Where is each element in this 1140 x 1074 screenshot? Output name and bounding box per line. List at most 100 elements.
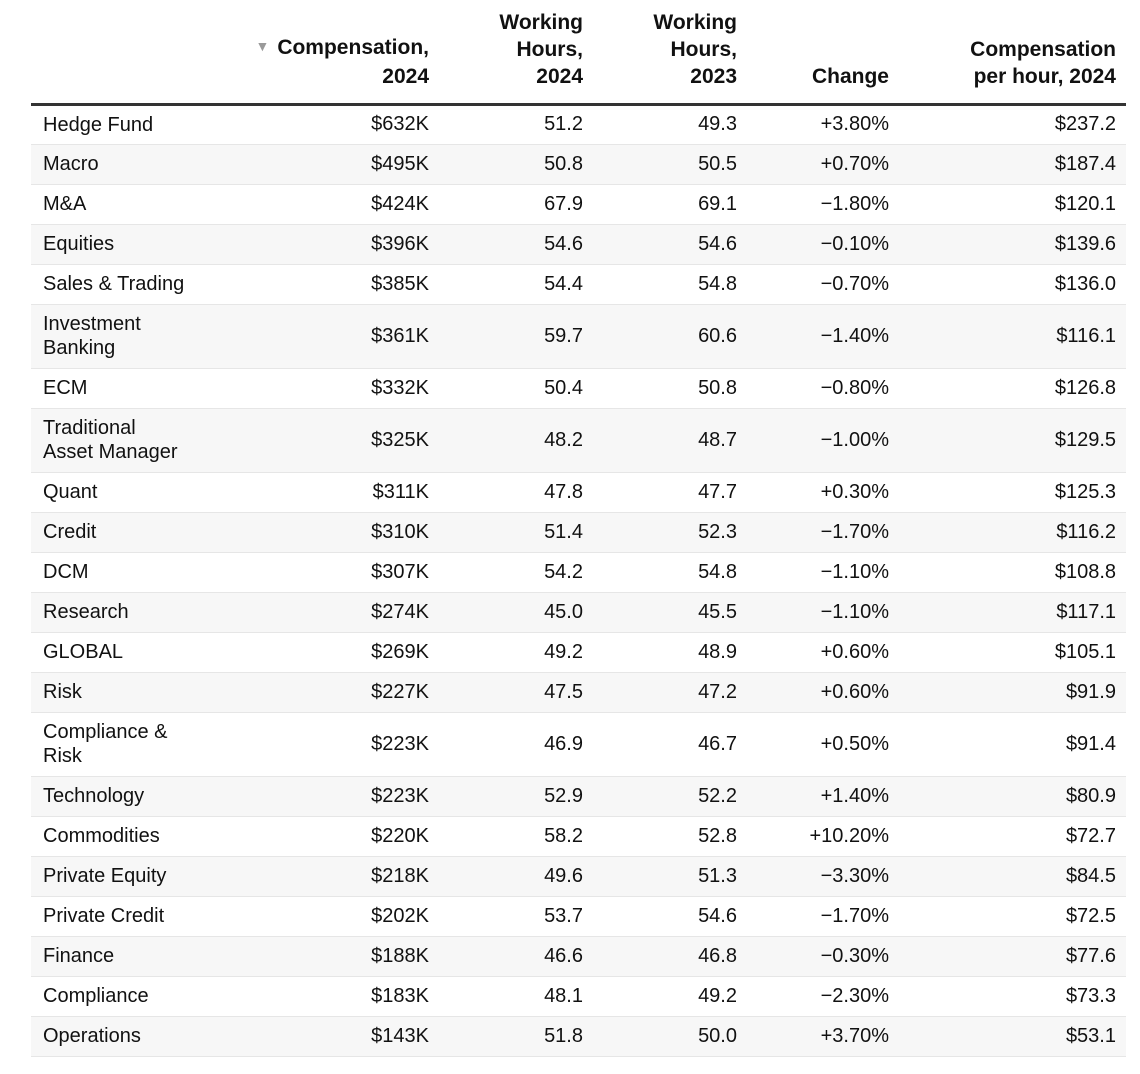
header-working-hours-2024[interactable]: Working Hours, 2024 — [439, 0, 593, 106]
sort-descending-icon[interactable]: ▼ — [255, 37, 270, 54]
compensation-per-hour-cell: $139.6 — [899, 224, 1126, 265]
role-name-line: Asset Manager — [43, 441, 178, 463]
role-name-cell: GLOBAL — [31, 632, 231, 673]
role-name-cell: Private Equity — [31, 856, 231, 897]
hours-2023-cell: 48.9 — [593, 632, 747, 673]
role-name-cell: Technology — [31, 776, 231, 817]
hours-2023-cell: 52.8 — [593, 816, 747, 857]
role-name-cell: Traditional Asset Manager — [31, 408, 231, 473]
change-cell: −2.30% — [747, 976, 899, 1017]
compensation-cell: $495K — [231, 144, 439, 185]
change-cell: −1.70% — [747, 896, 899, 937]
hours-2023-cell: 46.7 — [593, 712, 747, 777]
change-cell: +0.60% — [747, 632, 899, 673]
hours-2023-cell: 47.2 — [593, 672, 747, 713]
hours-2024-cell: 54.4 — [439, 264, 593, 305]
header-line: 2023 — [690, 64, 737, 88]
compensation-cell: $269K — [231, 632, 439, 673]
compensation-per-hour-cell: $91.9 — [899, 672, 1126, 713]
header-line: Compensation, — [277, 35, 429, 59]
hours-2024-cell: 47.8 — [439, 472, 593, 513]
table-row: M&A $424K 67.9 69.1 −1.80% $120.1 — [31, 184, 1126, 225]
compensation-cell: $183K — [231, 976, 439, 1017]
role-name-line: Risk — [43, 745, 82, 767]
compensation-per-hour-cell: $105.1 — [899, 632, 1126, 673]
table-row: Private Credit $202K 53.7 54.6 −1.70% $72.5 — [31, 896, 1126, 937]
compensation-cell: $424K — [231, 184, 439, 225]
role-name-cell: Finance — [31, 936, 231, 977]
hours-2023-cell: 51.3 — [593, 856, 747, 897]
hours-2023-cell: 52.3 — [593, 512, 747, 553]
compensation-table-container: ▼ Compensation, 2024 Working Hours, 2024 … — [31, 0, 1126, 1057]
table-row: Commodities $220K 58.2 52.8 +10.20% $72.7 — [31, 816, 1126, 857]
hours-2024-cell: 58.2 — [439, 816, 593, 857]
change-cell: −1.10% — [747, 592, 899, 633]
compensation-cell: $223K — [231, 776, 439, 817]
table-row: DCM $307K 54.2 54.8 −1.10% $108.8 — [31, 552, 1126, 593]
compensation-cell: $188K — [231, 936, 439, 977]
change-cell: −1.80% — [747, 184, 899, 225]
change-cell: −0.70% — [747, 264, 899, 305]
header-working-hours-2023[interactable]: Working Hours, 2023 — [593, 0, 747, 106]
hours-2023-cell: 45.5 — [593, 592, 747, 633]
compensation-cell: $220K — [231, 816, 439, 857]
change-cell: −1.70% — [747, 512, 899, 553]
compensation-per-hour-cell: $136.0 — [899, 264, 1126, 305]
hours-2023-cell: 47.7 — [593, 472, 747, 513]
header-line: Change — [811, 64, 889, 88]
role-name-cell: DCM — [31, 552, 231, 593]
hours-2024-cell: 50.4 — [439, 368, 593, 409]
change-cell: −1.00% — [747, 408, 899, 473]
compensation-per-hour-cell: $72.7 — [899, 816, 1126, 857]
role-name-cell: Hedge Fund — [31, 104, 231, 145]
hours-2024-cell: 48.1 — [439, 976, 593, 1017]
header-compensation-per-hour-2024[interactable]: Compensation per hour, 2024 — [899, 0, 1126, 106]
compensation-per-hour-cell: $80.9 — [899, 776, 1126, 817]
change-cell: −1.40% — [747, 304, 899, 369]
table-row: Finance $188K 46.6 46.8 −0.30% $77.6 — [31, 936, 1126, 977]
change-cell: +3.70% — [747, 1016, 899, 1057]
role-name-line: Banking — [43, 337, 116, 359]
header-line: per hour, 2024 — [973, 64, 1116, 88]
role-name-line: Compliance & — [43, 721, 168, 743]
role-name-cell: Risk — [31, 672, 231, 713]
compensation-per-hour-cell: $117.1 — [899, 592, 1126, 633]
change-cell: +0.50% — [747, 712, 899, 777]
compensation-per-hour-cell: $125.3 — [899, 472, 1126, 513]
hours-2024-cell: 51.8 — [439, 1016, 593, 1057]
compensation-per-hour-cell: $129.5 — [899, 408, 1126, 473]
compensation-cell: $361K — [231, 304, 439, 369]
compensation-per-hour-cell: $120.1 — [899, 184, 1126, 225]
compensation-cell: $227K — [231, 672, 439, 713]
table-row: Credit $310K 51.4 52.3 −1.70% $116.2 — [31, 512, 1126, 553]
compensation-cell: $332K — [231, 368, 439, 409]
table-row: Risk $227K 47.5 47.2 +0.60% $91.9 — [31, 672, 1126, 713]
hours-2024-cell: 46.9 — [439, 712, 593, 777]
hours-2024-cell: 46.6 — [439, 936, 593, 977]
table-row: Investment Banking $361K 59.7 60.6 −1.40% $116… — [31, 304, 1126, 369]
hours-2023-cell: 49.2 — [593, 976, 747, 1017]
header-compensation-2024[interactable]: ▼ Compensation, 2024 — [231, 0, 439, 106]
compensation-cell: $632K — [231, 104, 439, 145]
compensation-per-hour-cell: $116.1 — [899, 304, 1126, 369]
compensation-cell: $218K — [231, 856, 439, 897]
change-cell: −0.30% — [747, 936, 899, 977]
table-row: Research $274K 45.0 45.5 −1.10% $117.1 — [31, 592, 1126, 633]
hours-2024-cell: 52.9 — [439, 776, 593, 817]
hours-2024-cell: 51.4 — [439, 512, 593, 553]
header-change[interactable]: Change — [747, 0, 899, 106]
table-row: GLOBAL $269K 49.2 48.9 +0.60% $105.1 — [31, 632, 1126, 673]
role-name-cell: Sales & Trading — [31, 264, 231, 305]
change-cell: +0.60% — [747, 672, 899, 713]
hours-2023-cell: 60.6 — [593, 304, 747, 369]
hours-2024-cell: 51.2 — [439, 104, 593, 145]
compensation-per-hour-cell: $72.5 — [899, 896, 1126, 937]
role-name-cell: Macro — [31, 144, 231, 185]
compensation-per-hour-cell: $187.4 — [899, 144, 1126, 185]
header-line: Hours, — [516, 37, 583, 61]
hours-2023-cell: 54.8 — [593, 552, 747, 593]
table-row: Compliance $183K 48.1 49.2 −2.30% $73.3 — [31, 976, 1126, 1017]
hours-2023-cell: 48.7 — [593, 408, 747, 473]
role-name-cell: Equities — [31, 224, 231, 265]
role-name-line: Investment — [43, 313, 141, 335]
